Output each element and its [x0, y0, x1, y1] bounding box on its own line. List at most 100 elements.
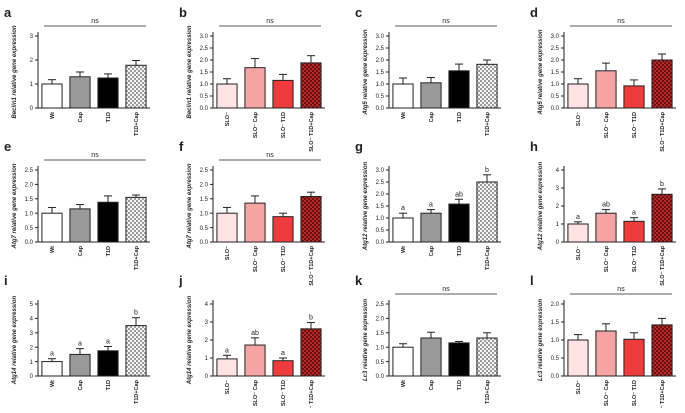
panel-j-ytick-label: 4: [205, 302, 209, 308]
panel-i-bar-3: [97, 350, 119, 377]
panel-j-ytick-label: 0: [205, 374, 209, 380]
panel-d-ytick-label: 0.0: [551, 106, 560, 112]
panel-d-ytick-label: 2.5: [551, 46, 560, 52]
panel-a-xtick-label-4: T1D+Cap: [134, 111, 140, 136]
panel-d-ns-label: ns: [617, 18, 625, 25]
panel-g-ytick-label: 1.0: [376, 216, 385, 222]
panel-f-bar-1: [216, 212, 238, 243]
panel-b-ytick-label: 0.0: [200, 106, 209, 112]
panel-k-ns-label: ns: [442, 286, 450, 293]
panel-j-xtick-label-3: SLO⁻ T1D: [281, 380, 287, 406]
panel-d-ytick-label: 3.0: [551, 34, 560, 40]
panel-k-xtick-label-1: Wt: [401, 380, 407, 387]
panel-g-ytick-label: 0.5: [376, 228, 385, 234]
panel-e-bar-3: [97, 201, 119, 243]
panel-a-ylabel: Beclin1 relative gene expression: [12, 25, 18, 118]
panel-b-ylabel: Beclin1 relative gene expression: [187, 25, 193, 118]
panel-h-bar-2: [595, 212, 617, 243]
panel-g-bar-2: [420, 212, 442, 243]
panel-i-bar-2: [69, 353, 91, 377]
panel-d-ylabel: Atg5 relative gene expression: [538, 29, 544, 115]
panel-k-xtick-label-4: T1D+Cap: [485, 379, 491, 404]
panel-f-bar-3: [272, 216, 294, 243]
panel-c-bar-1: [392, 83, 414, 109]
panel-a-xtick-label-2: Cap: [78, 111, 84, 122]
panel-b-xtick-label-3: SLO⁻ T1D: [281, 112, 287, 138]
panel-i-sig-1: a: [50, 351, 54, 358]
panel-i-sig-4: b: [134, 310, 138, 317]
panel-a-label: a: [4, 5, 12, 20]
panel-g-sig-3: ab: [455, 191, 463, 198]
panel-h-label: h: [530, 139, 538, 154]
panel-k-ytick-label: 0.0: [376, 374, 385, 380]
panel-h-bar-1: [567, 223, 589, 243]
panel-j-bar-3: [272, 360, 294, 377]
panel-g-ylabel: Atg12 relative gene expression: [363, 161, 369, 251]
panel-j-sig-1: a: [225, 347, 229, 354]
panel-k-ylabel: Lc3 relative gene expression: [363, 299, 369, 381]
panel-b-ytick-label: 1.5: [200, 70, 209, 76]
panel-i-sig-2: a: [78, 341, 82, 348]
panel-a-xtick-label-3: T1D: [106, 112, 112, 122]
panel-b-xtick-label-4: SLO⁻ T1D+Cap: [309, 111, 315, 151]
panel-i-ytick-label: 1: [30, 360, 34, 366]
panel-d-ytick-label: 1.5: [551, 70, 560, 76]
panel-b-xtick-label-1: SLO⁻: [225, 112, 231, 126]
panel-l-ytick-label: 1.5: [551, 320, 560, 326]
panel-e-label: e: [4, 139, 11, 154]
panel-h-xtick-label-2: SLO⁻ Cap: [604, 245, 610, 272]
panel-j-sig-4: b: [309, 315, 313, 322]
panel-f-ns-label: ns: [266, 152, 274, 159]
panel-d-xtick-label-4: SLO⁻ T1D+Cap: [660, 111, 666, 151]
panel-g-bar-4: [476, 181, 498, 243]
panel-e-xtick-label-4: T1D+Cap: [134, 245, 140, 270]
panel-a-ytick-label: 2: [30, 58, 34, 64]
panel-j-xtick-label-2: SLO⁻ Cap: [253, 379, 259, 406]
panel-j-ylabel: Atg14 relative gene expression: [187, 295, 193, 385]
panel-c-ytick-label: 2.0: [376, 58, 385, 64]
panel-e-ytick-label: 2.0: [25, 183, 34, 189]
panel-c-ns-label: ns: [442, 18, 450, 25]
panel-l-ytick-label: 2.0: [551, 302, 560, 308]
panel-f-ylabel: Atg7 relative gene expression: [187, 163, 193, 249]
panel-h-sig-3: a: [632, 210, 636, 217]
panel-i-ytick-label: 2: [30, 345, 34, 351]
panel-l-xtick-label-4: SLO⁻ T1D+Cap: [660, 379, 666, 408]
panel-k-ytick-label: 1.0: [376, 345, 385, 351]
panel-h-ytick-label: 3: [556, 186, 560, 192]
panel-f-ytick-label: 2.5: [200, 168, 209, 174]
panel-b-xtick-label-2: SLO⁻ Cap: [253, 111, 259, 138]
panel-h-ytick-label: 0: [556, 240, 560, 246]
panel-i-bar-1: [41, 361, 63, 377]
panel-j-ytick-label: 3: [205, 320, 209, 326]
panel-c-ytick-label: 3.0: [376, 34, 385, 40]
panel-k-ytick-label: 2.0: [376, 317, 385, 323]
panel-f-xtick-label-1: SLO⁻: [225, 246, 231, 260]
panel-c-ytick-label: 1.5: [376, 70, 385, 76]
panel-g-sig-2: a: [429, 202, 433, 209]
panel-f-bar-4: [300, 195, 322, 243]
panel-l-xtick-label-3: SLO⁻ T1D: [632, 380, 638, 406]
panel-a-bar-2: [69, 76, 91, 109]
panel-f-ytick-label: 1.5: [200, 197, 209, 203]
panel-d-xtick-label-1: SLO⁻: [576, 112, 582, 126]
panel-g-bar-1: [392, 217, 414, 243]
panel-d-ytick-label: 1.0: [551, 82, 560, 88]
panel-j-ytick-label: 2: [205, 338, 209, 344]
panel-g-ytick-label: 2.0: [376, 192, 385, 198]
panel-k-ytick-label: 1.5: [376, 331, 385, 337]
panel-b-ytick-label: 3.0: [200, 34, 209, 40]
panel-h-sig-1: a: [576, 214, 580, 221]
panel-g-ytick-label: 3.0: [376, 168, 385, 174]
panel-h-ytick-label: 1: [556, 222, 560, 228]
panel-f-xtick-label-4: SLO⁻ T1D+Cap: [309, 245, 315, 285]
panel-g-sig-1: a: [401, 205, 405, 212]
panel-f-ytick-label: 0.5: [200, 226, 209, 232]
panel-b-ytick-label: 0.5: [200, 94, 209, 100]
panel-c-bar-4: [476, 63, 498, 109]
panel-k-label: k: [355, 273, 363, 288]
panel-a-ytick-label: 0: [30, 106, 34, 112]
panel-a-xtick-label-1: Wt: [50, 112, 56, 119]
panel-l-ns-label: ns: [617, 286, 625, 293]
panel-j-label: j: [178, 273, 183, 288]
